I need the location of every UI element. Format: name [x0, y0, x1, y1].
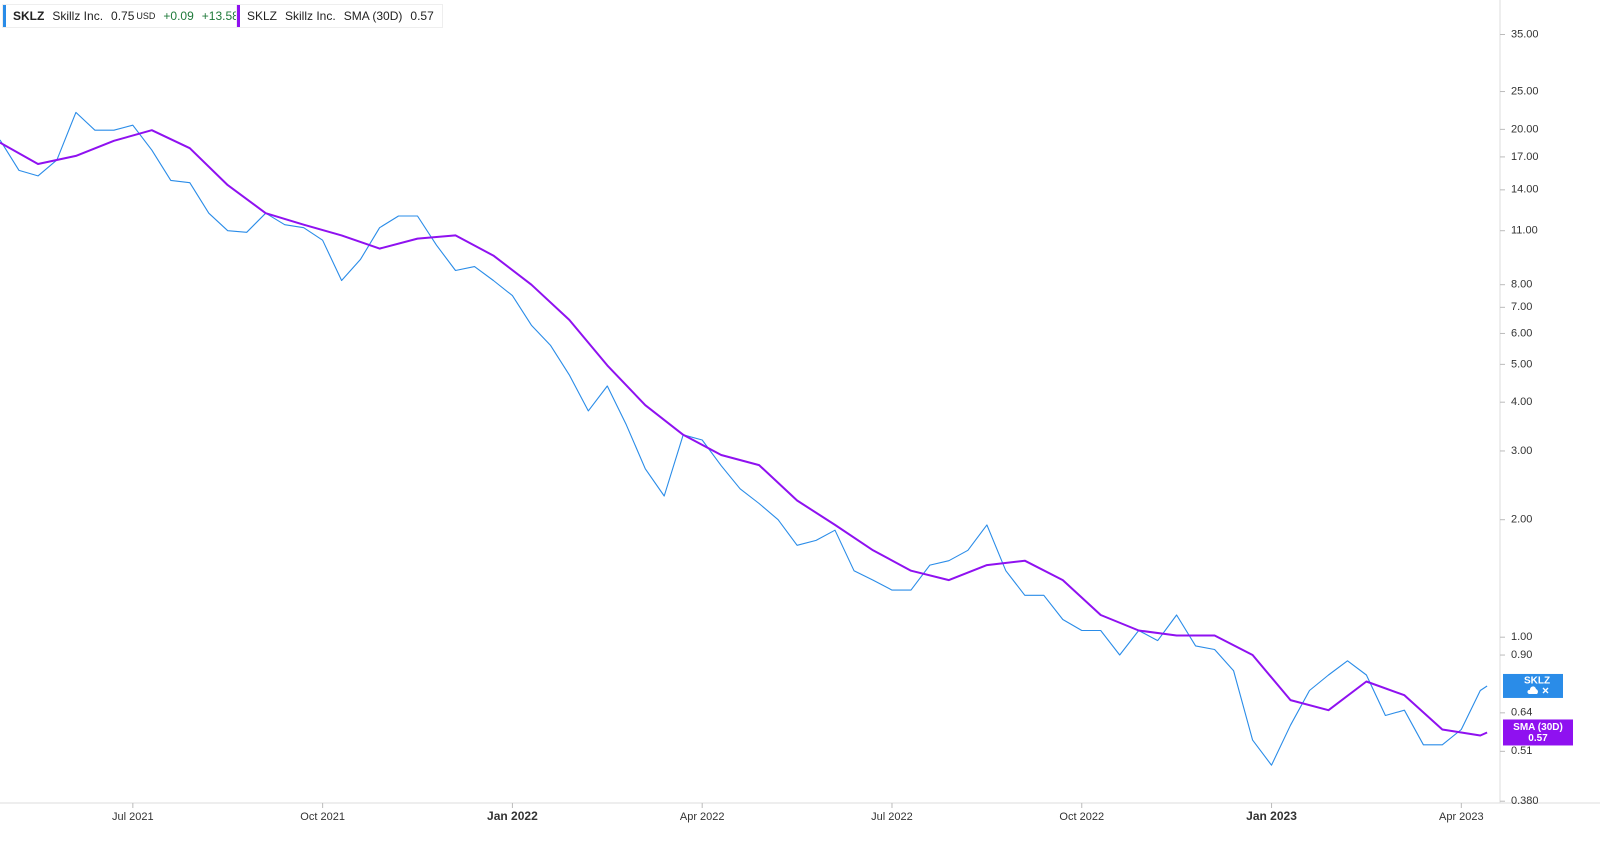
sma-badge-value: 0.57	[1528, 733, 1548, 744]
x-tick-label: Apr 2022	[680, 811, 725, 823]
legend-value: 0.57	[410, 9, 434, 23]
sma-badge	[1503, 719, 1573, 746]
y-tick-label: 3.00	[1511, 445, 1532, 457]
y-tick-label: 5.00	[1511, 358, 1532, 370]
badge-icon	[1527, 686, 1538, 694]
legend-entry[interactable]: SKLZ Skillz Inc. 0.75 USD +0.09 +13.58 %	[2, 4, 258, 28]
x-tick-label: Oct 2021	[300, 811, 345, 823]
legend-currency: USD	[136, 11, 156, 21]
legend-company: Skillz Inc.	[285, 9, 336, 23]
legend-entry[interactable]: SKLZ Skillz Inc. SMA (30D) 0.57	[236, 4, 443, 28]
legend-symbol: SKLZ	[13, 9, 45, 23]
legend-company: Skillz Inc.	[52, 9, 104, 23]
y-tick-label: 2.00	[1511, 514, 1532, 526]
y-tick-label: 25.00	[1511, 85, 1539, 97]
y-tick-label: 14.00	[1511, 184, 1539, 196]
legend-price: 0.75	[111, 9, 135, 23]
y-tick-label: 6.00	[1511, 327, 1532, 339]
series-line	[0, 129, 1488, 737]
y-tick-label: 0.90	[1511, 649, 1532, 661]
legend-color	[237, 5, 240, 27]
y-tick-label: 0.380	[1511, 795, 1539, 807]
sma-badge-label: SMA (30D)	[1513, 722, 1563, 733]
y-tick-label: 4.00	[1511, 396, 1532, 408]
y-tick-label: 17.00	[1511, 151, 1539, 163]
x-tick-label: Jan 2022	[487, 809, 538, 823]
y-tick-label: 1.00	[1511, 631, 1532, 643]
y-tick-label: 8.00	[1511, 279, 1532, 291]
badge-close	[1542, 687, 1549, 694]
y-tick-label: 0.64	[1511, 707, 1532, 719]
legend-indicator: SMA (30D)	[343, 9, 403, 23]
x-tick-label: Apr 2023	[1439, 811, 1484, 823]
x-tick-label: Jul 2021	[112, 811, 154, 823]
y-tick-label: 7.00	[1511, 301, 1532, 313]
y-tick-label: 0.51	[1511, 745, 1532, 757]
x-tick-label: Jan 2023	[1246, 809, 1297, 823]
y-tick-label: 20.00	[1511, 123, 1539, 135]
legend-color	[3, 5, 6, 27]
series-line	[0, 111, 1488, 766]
x-tick-label: Jul 2022	[871, 811, 913, 823]
y-tick-label: 35.00	[1511, 28, 1539, 40]
x-tick-label: Oct 2022	[1059, 811, 1104, 823]
y-tick-label: 11.00	[1511, 225, 1538, 237]
price-badge-label: SKLZ	[1524, 676, 1550, 687]
legend-change: +0.09	[163, 9, 194, 23]
legend-change-pct: +13.58	[201, 9, 239, 23]
legend-symbol: SKLZ	[247, 9, 278, 23]
